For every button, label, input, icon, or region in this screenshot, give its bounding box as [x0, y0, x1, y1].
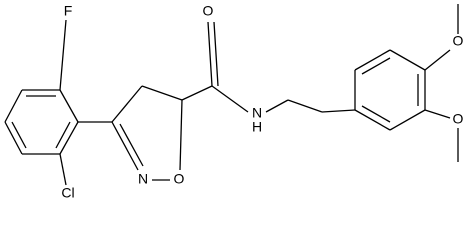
atom-label: N	[138, 171, 148, 187]
atom-label: O	[453, 111, 464, 127]
atom-label: O	[174, 171, 185, 187]
atom-label: Cl	[61, 185, 74, 201]
atom-label: H	[252, 119, 262, 135]
atom-labels: F Cl N O O N H O O	[61, 3, 463, 201]
molecule: F Cl N O O N H O O	[4, 3, 464, 201]
atom-label: O	[453, 33, 464, 49]
atom-label: N	[252, 105, 262, 121]
bonds	[4, 4, 459, 186]
atom-label: F	[64, 3, 73, 19]
atom-label: O	[203, 3, 214, 19]
